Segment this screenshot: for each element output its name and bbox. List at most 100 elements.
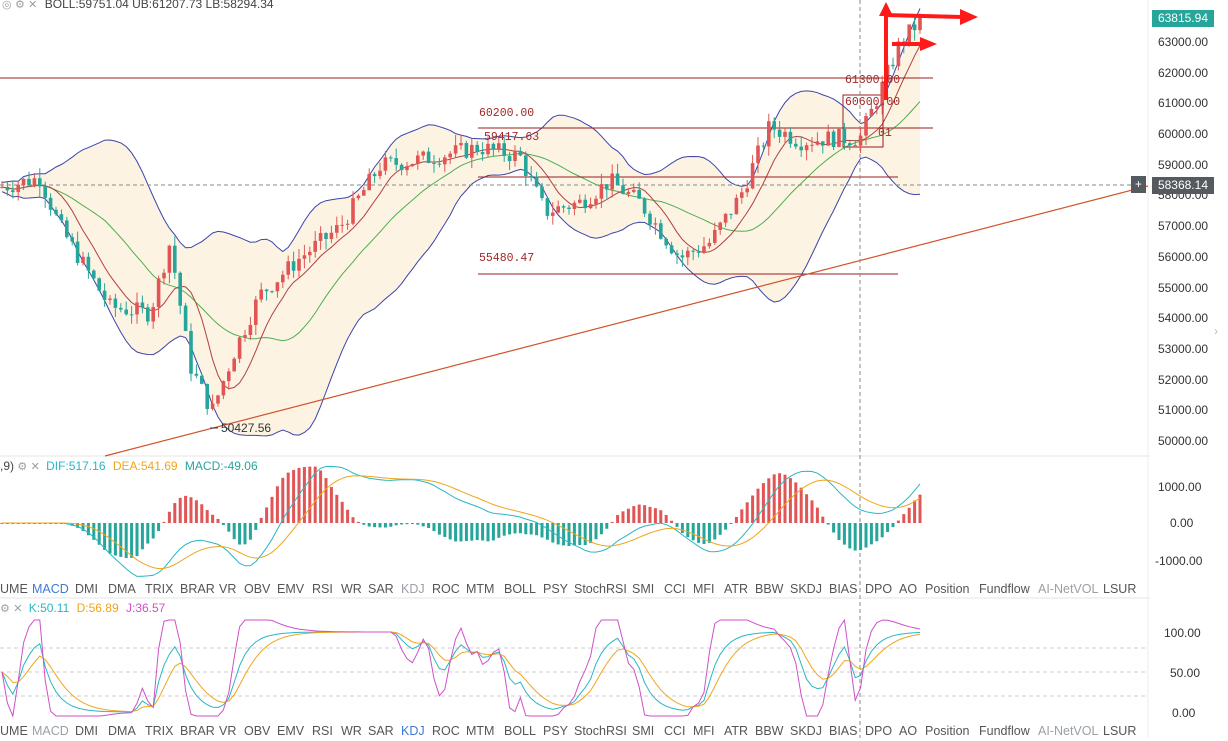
tab-ao[interactable]: AO	[899, 582, 918, 596]
candle	[756, 136, 760, 174]
tab-ume[interactable]: UME	[0, 582, 28, 596]
tab-position[interactable]: Position	[925, 724, 970, 738]
tab-sar[interactable]: SAR	[368, 582, 394, 596]
tab-dpo[interactable]: DPO	[865, 724, 893, 738]
candle	[70, 233, 74, 246]
candle	[140, 295, 145, 314]
tab-mtm[interactable]: MTM	[466, 582, 495, 596]
tab-smi[interactable]: SMI	[632, 582, 655, 596]
tab-kdj[interactable]: KDJ	[401, 724, 425, 738]
tab-roc[interactable]: ROC	[432, 582, 460, 596]
tab-atr[interactable]: ATR	[724, 582, 749, 596]
candle	[794, 138, 798, 150]
tab-ai-netvol[interactable]: AI-NetVOL	[1038, 724, 1099, 738]
tab-macd[interactable]: MACD	[32, 724, 69, 738]
candle	[831, 129, 836, 151]
tab-obv[interactable]: OBV	[244, 582, 271, 596]
tab-brar[interactable]: BRAR	[180, 582, 215, 596]
tab-fundflow[interactable]: Fundflow	[979, 582, 1030, 596]
tab-cci[interactable]: CCI	[664, 724, 686, 738]
tab-dma[interactable]: DMA	[108, 582, 136, 596]
tab-rsi[interactable]: RSI	[312, 724, 333, 738]
kdj-k-line	[1, 631, 921, 713]
cursor-price-tag: 58368.14	[1151, 177, 1214, 194]
macd-bar	[313, 466, 317, 523]
add-alert-icon[interactable]: +	[1131, 176, 1146, 193]
tab-atr[interactable]: ATR	[724, 724, 749, 738]
tab-trix[interactable]: TRIX	[145, 582, 174, 596]
tab-ai-netvol[interactable]: AI-NetVOL	[1038, 582, 1099, 596]
tab-boll[interactable]: BOLL	[504, 724, 536, 738]
candle	[486, 136, 490, 158]
tab-skdj[interactable]: SKDJ	[790, 582, 822, 596]
tab-bias[interactable]: BIAS	[829, 582, 858, 596]
tab-fundflow[interactable]: Fundflow	[979, 724, 1030, 738]
eye-icon[interactable]: ◎	[2, 0, 12, 11]
tab-skdj[interactable]: SKDJ	[790, 724, 822, 738]
tab-mtm[interactable]: MTM	[466, 724, 495, 738]
tab-kdj[interactable]: KDJ	[401, 582, 425, 596]
macd-close-icon[interactable]: ✕	[30, 461, 40, 473]
macd-bar	[97, 523, 101, 545]
tab-emv[interactable]: EMV	[277, 582, 305, 596]
macd-settings-icon[interactable]: ⚙	[17, 461, 28, 473]
close-icon[interactable]: ✕	[28, 0, 38, 11]
tab-cci[interactable]: CCI	[664, 582, 686, 596]
candle	[291, 251, 296, 278]
candle	[48, 193, 53, 216]
macd-bar	[707, 523, 711, 543]
tab-psy[interactable]: PSY	[543, 582, 569, 596]
tab-dmi[interactable]: DMI	[75, 724, 98, 738]
trend-line[interactable]	[104, 185, 1149, 457]
tab-rsi[interactable]: RSI	[312, 582, 333, 596]
tab-bbw[interactable]: BBW	[755, 582, 784, 596]
tab-vr[interactable]: VR	[219, 582, 237, 596]
tab-lsur[interactable]: LSUR	[1103, 724, 1137, 738]
tab-dpo[interactable]: DPO	[865, 582, 893, 596]
tab-brar[interactable]: BRAR	[180, 724, 215, 738]
settings-icon[interactable]: ⚙	[14, 0, 25, 11]
tab-mfi[interactable]: MFI	[693, 724, 715, 738]
tab-mfi[interactable]: MFI	[693, 582, 715, 596]
macd-axis-0: 0.00	[1170, 516, 1194, 530]
tab-position[interactable]: Position	[925, 582, 970, 596]
main-legend: ◎ ⚙ ✕ BOLL:59751.04 UB:61207.73 LB:58294…	[2, 0, 274, 11]
tab-vr[interactable]: VR	[219, 724, 237, 738]
tab-psy[interactable]: PSY	[543, 724, 569, 738]
tab-emv[interactable]: EMV	[277, 724, 305, 738]
candle	[480, 142, 485, 161]
tab-trix[interactable]: TRIX	[145, 724, 174, 738]
tab-ume[interactable]: UME	[0, 724, 28, 738]
tab-lsur[interactable]: LSUR	[1103, 582, 1137, 596]
tab-wr[interactable]: WR	[341, 582, 362, 596]
collapse-panel-icon[interactable]: ›	[1214, 324, 1218, 338]
kdj-close-icon[interactable]: ✕	[13, 603, 23, 615]
candle	[821, 141, 825, 154]
macd-bar	[146, 523, 150, 544]
tab-macd[interactable]: MACD	[32, 582, 69, 596]
tab-bias[interactable]: BIAS	[829, 724, 858, 738]
tab-stochrsi[interactable]: StochRSI	[574, 582, 627, 596]
tab-dmi[interactable]: DMI	[75, 582, 98, 596]
macd-bar	[896, 520, 900, 523]
tab-smi[interactable]: SMI	[632, 724, 655, 738]
macd-bar	[427, 523, 431, 528]
tab-sar[interactable]: SAR	[368, 724, 394, 738]
kdj-settings-icon[interactable]: ⚙	[0, 603, 10, 615]
tab-ao[interactable]: AO	[899, 724, 918, 738]
macd-bar	[216, 518, 220, 523]
red-arrow-annotations[interactable]	[879, 2, 978, 100]
tab-boll[interactable]: BOLL	[504, 582, 536, 596]
bollinger-band-fill	[2, 8, 920, 436]
tab-bbw[interactable]: BBW	[755, 724, 784, 738]
tab-roc[interactable]: ROC	[432, 724, 460, 738]
kdj-j-line	[1, 618, 921, 718]
range-box[interactable]	[842, 94, 884, 148]
tab-obv[interactable]: OBV	[244, 724, 271, 738]
candle	[189, 323, 193, 382]
tab-wr[interactable]: WR	[341, 724, 362, 738]
candle	[615, 163, 620, 186]
tab-stochrsi[interactable]: StochRSI	[574, 724, 627, 738]
tab-dma[interactable]: DMA	[108, 724, 136, 738]
